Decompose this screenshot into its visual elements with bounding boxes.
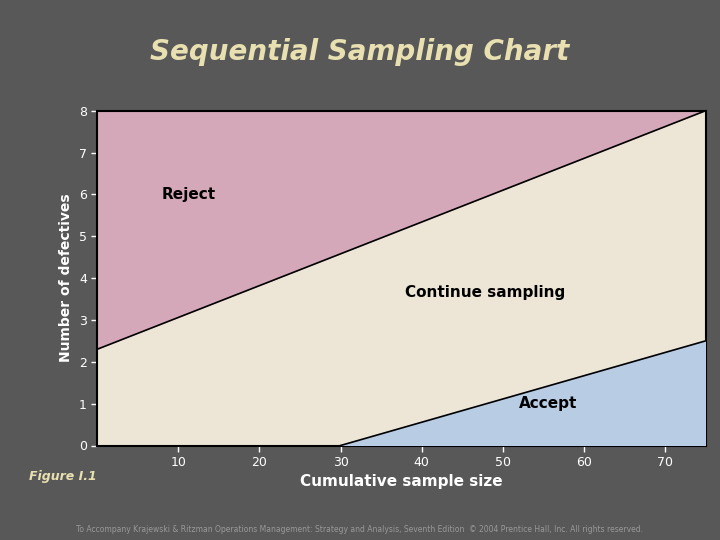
Text: To Accompany Krajewski & Ritzman Operations Management: Strategy and Analysis, S: To Accompany Krajewski & Ritzman Operati… (76, 524, 644, 534)
Polygon shape (97, 111, 706, 446)
Text: Sequential Sampling Chart: Sequential Sampling Chart (150, 38, 570, 66)
Text: Accept: Accept (519, 396, 577, 411)
Y-axis label: Number of defectives: Number of defectives (59, 194, 73, 362)
X-axis label: Cumulative sample size: Cumulative sample size (300, 475, 503, 489)
Polygon shape (97, 111, 706, 349)
Text: Continue sampling: Continue sampling (405, 285, 566, 300)
Text: Reject: Reject (162, 187, 216, 201)
Text: Figure I.1: Figure I.1 (29, 470, 96, 483)
Polygon shape (341, 341, 706, 446)
